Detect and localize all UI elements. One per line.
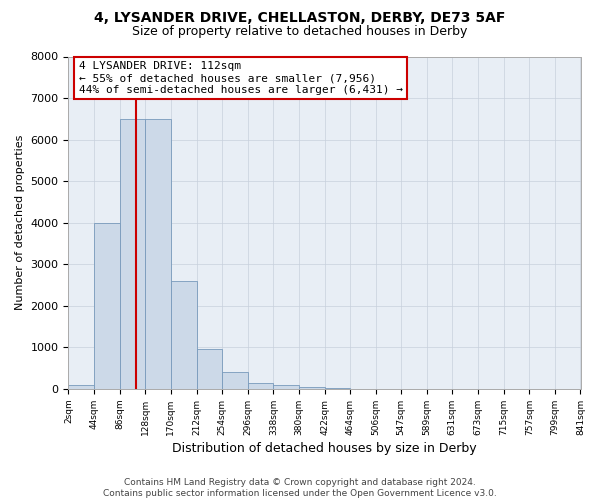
Bar (274, 385, 299, 389)
Bar (248, 382, 274, 389)
Text: 4, LYSANDER DRIVE, CHELLASTON, DERBY, DE73 5AF: 4, LYSANDER DRIVE, CHELLASTON, DERBY, DE… (94, 11, 506, 25)
Bar (68, 385, 94, 389)
Bar (119, 119, 145, 389)
Text: Contains HM Land Registry data © Crown copyright and database right 2024.
Contai: Contains HM Land Registry data © Crown c… (103, 478, 497, 498)
Text: 4 LYSANDER DRIVE: 112sqm
← 55% of detached houses are smaller (7,956)
44% of sem: 4 LYSANDER DRIVE: 112sqm ← 55% of detach… (79, 62, 403, 94)
Bar (197, 350, 222, 389)
Bar (145, 119, 171, 389)
Y-axis label: Number of detached properties: Number of detached properties (15, 135, 25, 310)
Bar (222, 372, 248, 389)
Bar (325, 388, 350, 389)
Bar (299, 387, 325, 389)
X-axis label: Distribution of detached houses by size in Derby: Distribution of detached houses by size … (172, 442, 477, 455)
Bar (94, 222, 119, 389)
Bar (171, 281, 197, 389)
Text: Size of property relative to detached houses in Derby: Size of property relative to detached ho… (133, 25, 467, 38)
